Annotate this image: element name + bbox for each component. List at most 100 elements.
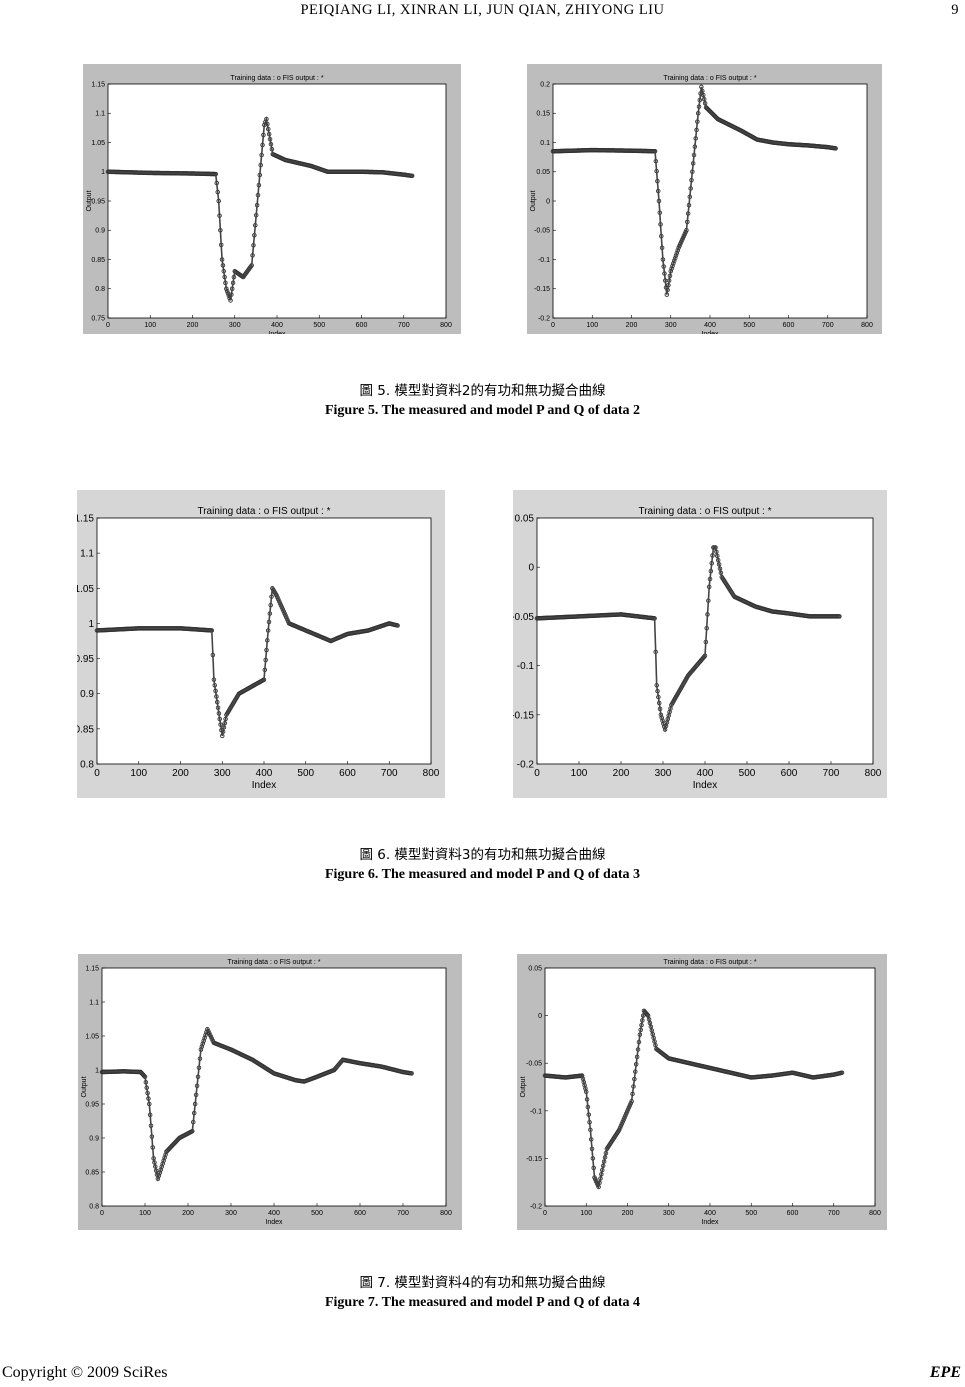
x-tick-label: 700	[822, 322, 834, 329]
fis-output-line	[544, 1008, 843, 1190]
x-tick-label: 600	[783, 322, 795, 329]
x-tick-label: 600	[354, 1210, 366, 1217]
y-tick-label: 0.75	[91, 315, 105, 322]
x-tick-label: 300	[225, 1210, 237, 1217]
page-number: 9	[951, 2, 959, 18]
y-tick-label: -0.2	[538, 315, 550, 322]
chart-title: Training data : o FIS output : *	[227, 959, 320, 966]
chart-svg: Training data : o FIS output : * 0 100 200 3…	[513, 506, 882, 791]
y-tick-label: 1.05	[77, 584, 94, 595]
chart-svg: Training data : o FIS output : * 0 100 200 3…	[520, 959, 881, 1226]
x-tick-label: 400	[704, 1210, 716, 1217]
y-tick-label: 0.9	[95, 228, 105, 235]
figure-5-caption: 圖 5. 模型對資料2的有功和無功擬合曲線 Figure 5. The meas…	[0, 381, 965, 421]
x-axis-label: Index	[693, 780, 717, 791]
y-tick-label: 1	[101, 169, 105, 176]
y-tick-label: 1.1	[80, 549, 94, 560]
caption-chinese: 圖 5. 模型對資料2的有功和無功擬合曲線	[359, 383, 606, 399]
y-tick-label: 0	[538, 1013, 542, 1020]
x-tick-label: 200	[613, 768, 630, 779]
fis-output-line	[107, 115, 413, 301]
y-tick-label: 0	[546, 198, 550, 205]
y-tick-label: 1.05	[91, 140, 105, 147]
x-tick-label: 0	[543, 1210, 547, 1217]
x-tick-label: 400	[271, 322, 283, 329]
y-tick-label: 1.15	[91, 81, 105, 88]
x-tick-label: 200	[187, 322, 199, 329]
caption-chinese: 圖 7. 模型對資料4的有功和無功擬合曲線	[359, 1275, 606, 1291]
y-tick-label: -0.1	[538, 257, 550, 264]
y-tick-label: 1.15	[77, 514, 94, 525]
y-tick-label: 0.9	[80, 689, 94, 700]
chart-title: Training data : o FIS output : *	[663, 75, 756, 82]
chart-title: Training data : o FIS output : *	[663, 959, 756, 966]
x-tick-label: 300	[655, 768, 672, 779]
x-tick-label: 500	[297, 768, 314, 779]
y-tick-label: 0.85	[85, 1169, 99, 1176]
y-tick-label: 1	[88, 619, 94, 630]
plot-area	[552, 83, 868, 319]
x-tick-label: 800	[861, 322, 873, 329]
x-tick-label: 700	[381, 768, 398, 779]
y-tick-label: 0.85	[77, 724, 94, 735]
x-tick-label: 0	[94, 768, 100, 779]
x-tick-label: 300	[665, 322, 677, 329]
y-tick-label: 0.8	[89, 1203, 99, 1210]
y-tick-label: 0.95	[85, 1101, 99, 1108]
caption-english: Figure 7. The measured and model P and Q…	[324, 1295, 641, 1310]
y-tick-label: 0.05	[515, 514, 535, 525]
running-head-authors: PEIQIANG LI, XINRAN LI, JUN QIAN, ZHIYON…	[300, 2, 665, 18]
caption-english: Figure 5. The measured and model P and Q…	[324, 403, 641, 418]
x-tick-label: 100	[130, 768, 147, 779]
x-tick-label: 600	[781, 768, 798, 779]
x-tick-label: 500	[739, 768, 756, 779]
x-tick-label: 400	[268, 1210, 280, 1217]
y-tick-label: -0.15	[534, 286, 550, 293]
x-tick-label: 200	[182, 1210, 194, 1217]
y-tick-label: -0.2	[517, 760, 535, 771]
plot-area	[536, 517, 874, 765]
figure-6-plot-p: Training data : o FIS output : * 0 100 200 3…	[77, 490, 445, 798]
x-tick-label: 100	[571, 768, 588, 779]
x-tick-label: 0	[100, 1210, 104, 1217]
figure-6-caption: 圖 6. 模型對資料3的有功和無功擬合曲線 Figure 6. The meas…	[0, 845, 965, 885]
y-tick-label: 0.8	[95, 286, 105, 293]
y-tick-label: 0.8	[80, 760, 94, 771]
x-tick-label: 100	[586, 322, 598, 329]
x-tick-label: 700	[397, 1210, 409, 1217]
fis-output-line	[552, 86, 836, 295]
y-tick-label: 0.95	[91, 198, 105, 205]
fis-output-line	[96, 585, 398, 737]
y-tick-label: 0.2	[540, 81, 550, 88]
page-footer: Copyright © 2009 SciRes EPE	[0, 1364, 965, 1386]
x-tick-label: 200	[626, 322, 638, 329]
x-tick-label: 800	[423, 768, 440, 779]
y-tick-label: -0.05	[534, 228, 550, 235]
x-tick-label: 800	[440, 322, 452, 329]
chart-svg: Training data : o FIS output : * 0 100 200 3…	[530, 75, 873, 334]
y-tick-label: 0.15	[536, 111, 550, 118]
x-tick-label: 300	[214, 768, 231, 779]
figure-6-plot-q: Training data : o FIS output : * 0 100 200 3…	[513, 490, 887, 798]
x-tick-label: 600	[356, 322, 368, 329]
x-tick-label: 0	[534, 768, 540, 779]
y-tick-label: 0	[528, 563, 534, 574]
x-tick-label: 500	[743, 322, 755, 329]
chart-svg: Training data : o FIS output : * 0 100 200 3…	[77, 506, 440, 791]
x-axis-label: Index	[265, 1219, 283, 1226]
data-point	[645, 1012, 650, 1017]
x-tick-label: 300	[229, 322, 241, 329]
y-axis-label: Output	[520, 1076, 527, 1097]
x-tick-label: 500	[313, 322, 325, 329]
y-axis-label: Output	[530, 190, 537, 211]
y-tick-label: -0.2	[530, 1203, 542, 1210]
y-tick-label: -0.1	[530, 1108, 542, 1115]
x-tick-label: 300	[663, 1210, 675, 1217]
x-tick-label: 700	[398, 322, 410, 329]
x-tick-label: 400	[697, 768, 714, 779]
y-tick-label: 0.85	[91, 257, 105, 264]
y-tick-label: 1.1	[95, 111, 105, 118]
y-tick-label: 0.05	[536, 169, 550, 176]
x-tick-label: 200	[622, 1210, 634, 1217]
figure-5-plot-p: Training data : o FIS output : * 0 100 200 3…	[83, 64, 461, 334]
